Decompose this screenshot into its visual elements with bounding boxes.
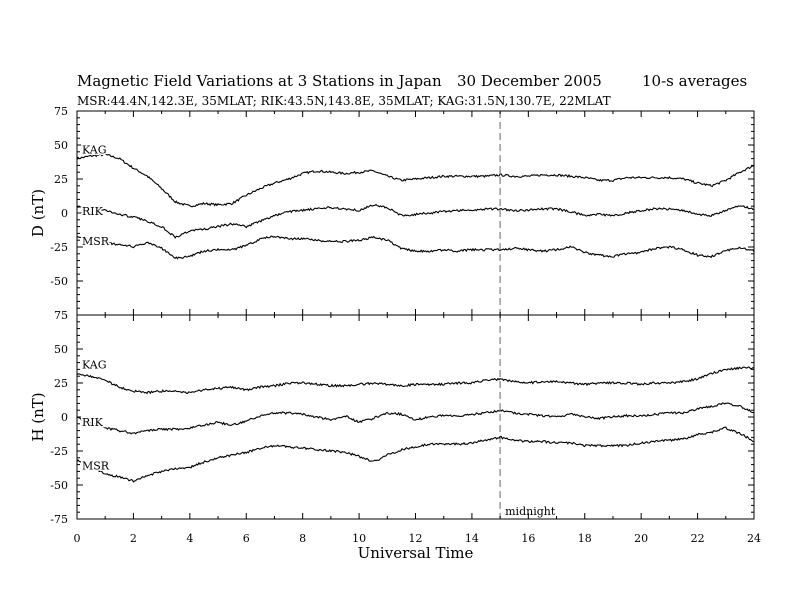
x-tick-label: 18	[578, 532, 592, 545]
y-tick-label: 25	[54, 377, 68, 390]
y-tick-label: 50	[54, 139, 68, 152]
series-line-kag	[76, 153, 755, 208]
series-line-rik	[76, 402, 755, 435]
series-line-msr	[76, 426, 754, 483]
y-tick-label: 75	[54, 105, 68, 118]
x-tick-label: 0	[74, 532, 81, 545]
y-tick-label: 0	[61, 411, 68, 424]
x-tick-label: 10	[352, 532, 366, 545]
panel-H: -75 -50 -25 0 25 50 75 H (nT) KAG RIK MSR	[29, 309, 755, 526]
y-tick-label: 25	[54, 173, 68, 186]
series-label-kag: KAG	[82, 358, 107, 371]
panel-D: -50 -25 0 25 50 75 D (nT) KAG RIK MSR	[29, 105, 755, 316]
series-label-msr: MSR	[82, 460, 110, 473]
series-label-kag: KAG	[82, 144, 107, 157]
chart-date: 30 December 2005	[457, 72, 602, 90]
x-tick-label: 2	[130, 532, 137, 545]
y-tick-label: -25	[50, 241, 68, 254]
x-tick-label: 6	[243, 532, 250, 545]
averaging-note: 10-s averages	[642, 72, 748, 90]
y-axis-label: H (nT)	[29, 392, 47, 441]
series-line-kag	[76, 366, 755, 395]
x-axis-label: Universal Time	[358, 544, 474, 562]
x-tick-label: 22	[691, 532, 705, 545]
x-tick-label: 14	[465, 532, 479, 545]
y-tick-label: -50	[50, 479, 68, 492]
series-label-rik: RIK	[82, 205, 104, 218]
midnight-annotation: midnight	[505, 505, 556, 518]
x-tick-label: 8	[299, 532, 306, 545]
station-coordinates: MSR:44.4N,142.3E, 35MLAT; RIK:43.5N,143.…	[77, 94, 611, 108]
y-axis-label: D (nT)	[29, 189, 47, 237]
x-tick-label: 12	[409, 532, 423, 545]
x-tick-label: 24	[747, 532, 761, 545]
y-tick-label: -25	[50, 445, 68, 458]
panel-frame	[76, 314, 755, 520]
series-label-rik: RIK	[82, 416, 104, 429]
panel-frame	[76, 110, 755, 316]
x-tick-label: 4	[186, 532, 193, 545]
x-tick-label: 16	[521, 532, 535, 545]
series-line-rik	[76, 203, 754, 239]
y-tick-label: -75	[50, 513, 68, 526]
x-tick-label: 20	[634, 532, 648, 545]
y-tick-label: -50	[50, 275, 68, 288]
y-tick-label: 50	[54, 343, 68, 356]
series-line-msr	[76, 235, 755, 260]
chart-title: Magnetic Field Variations at 3 Stations …	[77, 72, 442, 90]
y-tick-label: 0	[61, 207, 68, 220]
y-tick-label: 75	[54, 309, 68, 322]
series-label-msr: MSR	[82, 235, 110, 248]
